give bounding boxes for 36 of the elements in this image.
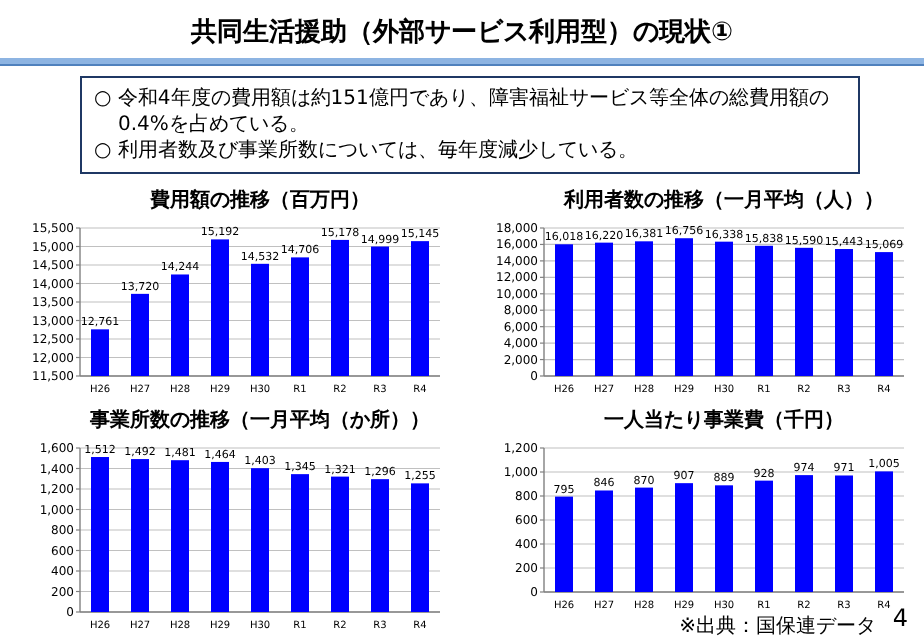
bar	[171, 460, 189, 612]
bar	[555, 496, 573, 592]
bar	[675, 483, 693, 592]
bar	[331, 476, 349, 612]
bar	[875, 252, 893, 376]
bar	[835, 475, 853, 592]
text: ○ 令和4年度の費用額は約151億円であり、障害福祉サービス等全体の総費用額の0.4%を占めている。	[94, 86, 831, 138]
chart-title: 事業所数の推移（一月平均（か所））	[88, 408, 430, 432]
bar	[715, 241, 733, 376]
chart-title: 利用者数の推移（一月平均（人））	[562, 188, 884, 212]
bar	[595, 242, 613, 376]
bar	[755, 480, 773, 592]
text: 共同生活援助（外部サービス利用型）の現状①	[188, 15, 735, 50]
bar	[211, 461, 229, 612]
bar	[635, 487, 653, 592]
bar	[371, 479, 389, 612]
bar	[251, 468, 269, 612]
text: ○ 利用者数及び事業所数については、毎年度減少している。	[94, 138, 640, 164]
bar	[795, 475, 813, 592]
text: ※出典：国保連データ	[679, 614, 876, 638]
text: 4	[892, 604, 908, 632]
bar	[555, 244, 573, 376]
chart-title: 費用額の推移（百万円）	[148, 188, 370, 212]
bar	[635, 241, 653, 376]
bar	[131, 459, 149, 612]
bar	[875, 471, 893, 592]
bar	[291, 474, 309, 612]
bar	[835, 249, 853, 376]
bar	[755, 245, 773, 376]
bar	[795, 247, 813, 376]
bar	[411, 483, 429, 612]
bar	[675, 238, 693, 376]
bar	[91, 457, 109, 612]
bar	[595, 490, 613, 592]
chart-title: 一人当たり事業費（千円）	[604, 408, 844, 432]
bar	[715, 485, 733, 592]
